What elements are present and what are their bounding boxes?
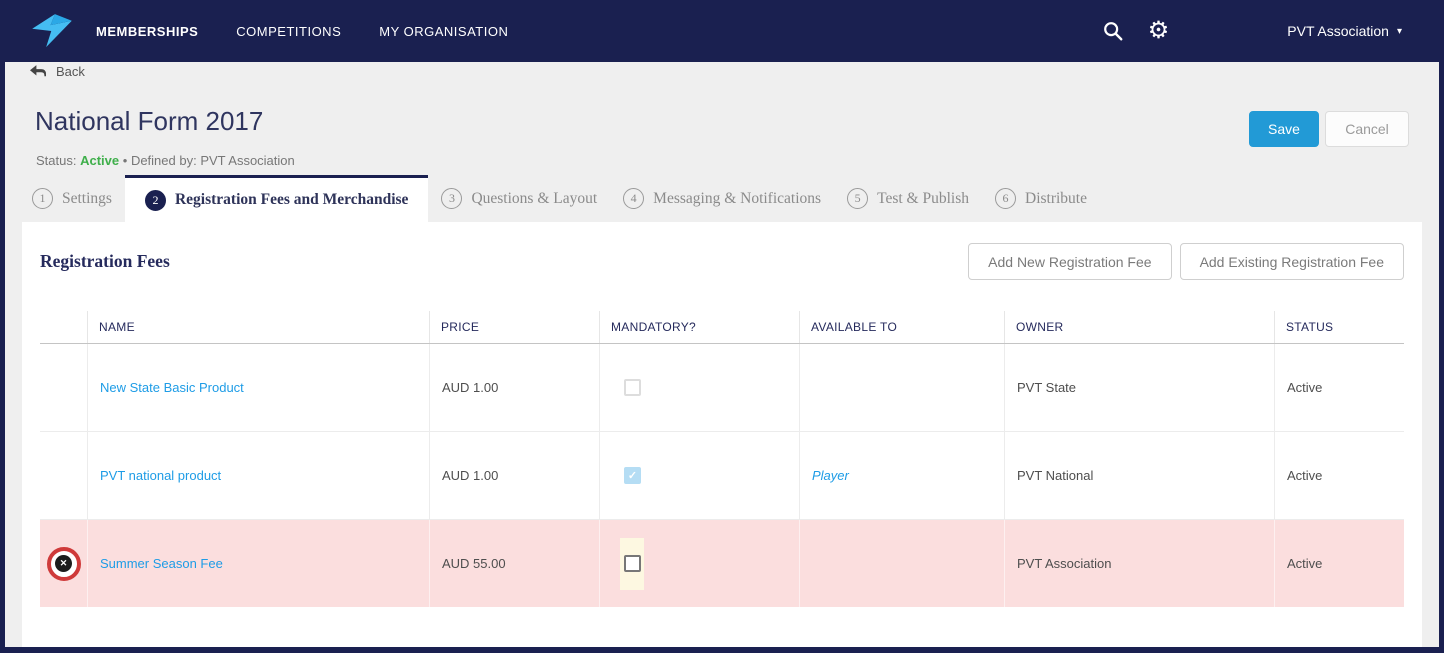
status-cell: Active [1287,468,1323,483]
owner-cell: PVT State [1005,344,1275,431]
row-actions-cell [40,344,88,431]
tab-label: Questions & Layout [471,189,598,207]
header-status: STATUS [1286,320,1334,334]
organisation-selector[interactable]: PVT Association ▾ [1287,23,1402,39]
tab-number: 3 [441,188,463,209]
mandatory-checkbox-checked[interactable]: ✓ [624,467,641,484]
row-actions-cell [40,432,88,519]
circle-x-icon: ✕ [55,555,72,572]
header-actions-column [40,311,88,343]
page-title: National Form 2017 [35,106,264,136]
navbar-right: ⚙ PVT Association ▾ [1102,19,1444,43]
tab-test-publish[interactable]: 5 Test & Publish [834,175,982,222]
available-to-cell: Player [800,432,1005,519]
tab-label: Messaging & Notifications [653,189,822,207]
header-price: PRICE [430,311,600,343]
form-actions: Save Cancel [1249,111,1409,147]
search-icon[interactable] [1102,20,1124,42]
status-label: Status: [36,153,77,168]
price-cell: AUD 55.00 [430,520,600,607]
form-step-tabs: 1 Settings 2 Registration Fees and Merch… [30,175,1100,222]
tab-number: 2 [144,189,166,211]
table-header-row: NAME PRICE MANDATORY? AVAILABLE TO OWNER… [40,311,1404,344]
add-new-registration-fee-button[interactable]: Add New Registration Fee [968,243,1172,280]
defined-by-value: PVT Association [200,153,295,168]
price-cell: AUD 1.00 [430,432,600,519]
add-existing-registration-fee-button[interactable]: Add Existing Registration Fee [1179,243,1404,280]
nav-item-competitions[interactable]: COMPETITIONS [236,23,342,39]
fee-name-link[interactable]: New State Basic Product [100,380,244,395]
header-mandatory: MANDATORY? [600,311,800,343]
nav-item-my-organisation[interactable]: MY ORGANISATION [379,23,509,39]
mandatory-checkbox-unchecked[interactable] [624,379,641,396]
mandatory-checkbox-unchecked[interactable] [623,555,641,572]
tab-number: 4 [623,188,645,209]
tab-number: 5 [847,188,869,209]
content-panel: Registration Fees Add New Registration F… [22,222,1422,647]
name-cell: Summer Season Fee [88,520,430,607]
section-title: Registration Fees [40,251,170,271]
back-label: Back [56,64,85,79]
mandatory-cell: ✓ [600,432,800,519]
owner-cell: PVT Association [1005,520,1275,607]
tab-label: Test & Publish [877,189,969,207]
available-to-cell [800,520,1005,607]
name-cell: PVT national product [88,432,430,519]
section-header: Registration Fees Add New Registration F… [22,222,1422,280]
defined-by-label: Defined by: [130,153,197,168]
mandatory-cell [600,344,800,431]
remove-fee-button[interactable]: ✕ [46,546,81,581]
owner-cell: PVT National [1005,432,1275,519]
tab-registration-fees[interactable]: 2 Registration Fees and Merchandise [124,175,429,222]
price-cell: AUD 1.00 [430,344,600,431]
tab-label: Settings [62,189,112,207]
gameday-logo[interactable] [30,11,74,51]
header-owner: OWNER [1005,311,1275,343]
available-to-link[interactable]: Player [812,468,849,483]
table-row-highlighted: ✕ Summer Season Fee AUD 55.00 PVT Associ… [40,520,1404,607]
nav-item-memberships[interactable]: MEMBERSHIPS [96,23,199,39]
settings-gear-icon[interactable]: ⚙ [1147,17,1170,44]
primary-nav: MEMBERSHIPS COMPETITIONS MY ORGANISATION [96,24,508,39]
back-arrow-icon [30,65,46,77]
save-button[interactable]: Save [1249,111,1319,147]
tab-messaging-notifications[interactable]: 4 Messaging & Notifications [610,175,834,222]
table-row: New State Basic Product AUD 1.00 PVT Sta… [40,344,1404,432]
dot-separator: • [122,153,128,168]
status-cell: Active [1287,556,1323,571]
available-to-cell [800,344,1005,431]
organisation-selector-label: PVT Association [1287,23,1389,39]
table-row: PVT national product AUD 1.00 ✓ Player P… [40,432,1404,520]
name-cell: New State Basic Product [88,344,430,431]
top-navbar: MEMBERSHIPS COMPETITIONS MY ORGANISATION… [0,0,1444,62]
row-actions-cell: ✕ [40,520,88,607]
tab-number: 1 [32,188,53,209]
header-available-to: AVAILABLE TO [800,311,1005,343]
tab-distribute[interactable]: 6 Distribute [982,175,1100,222]
status-line: Status: Active • Defined by: PVT Associa… [36,153,295,168]
tab-settings[interactable]: 1 Settings [30,175,125,222]
mandatory-cell [600,520,800,607]
status-cell: Active [1287,380,1323,395]
back-link[interactable]: Back [30,64,85,79]
header-name: NAME [88,311,430,343]
cancel-button[interactable]: Cancel [1325,111,1409,147]
section-buttons: Add New Registration Fee Add Existing Re… [968,243,1404,280]
fee-name-link[interactable]: PVT national product [100,468,222,483]
fee-name-link[interactable]: Summer Season Fee [100,556,223,571]
chevron-down-icon: ▾ [1396,25,1402,37]
tab-number: 6 [995,188,1016,209]
registration-fees-table: NAME PRICE MANDATORY? AVAILABLE TO OWNER… [40,311,1404,607]
tab-label: Distribute [1025,189,1087,207]
tab-label: Registration Fees and Merchandise [174,191,409,208]
status-badge: Active [80,153,120,168]
highlighted-checkbox-background [620,537,644,590]
tab-questions-layout[interactable]: 3 Questions & Layout [428,175,610,222]
